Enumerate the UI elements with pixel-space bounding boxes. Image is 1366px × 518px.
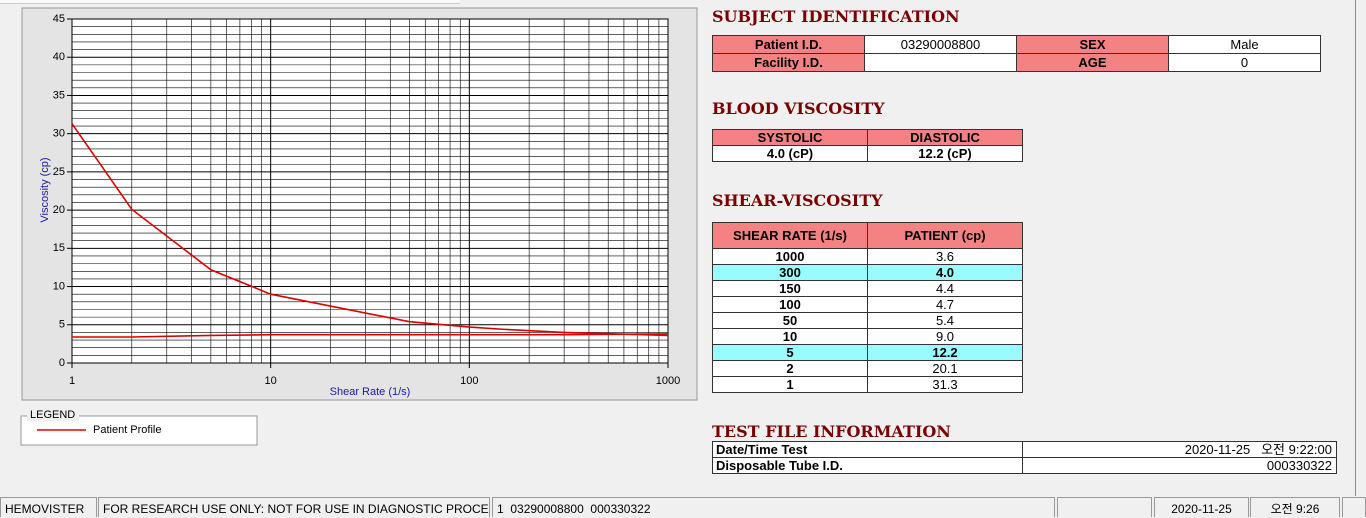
status-panel: HEMOVISTER bbox=[0, 497, 97, 517]
shear-rate: 100 bbox=[712, 296, 868, 313]
header-row: SHEAR RATE (1/s) PATIENT (cp) bbox=[712, 222, 1023, 249]
y-tick-label: 5 bbox=[59, 319, 65, 331]
column-header: SHEAR RATE (1/s) bbox=[712, 222, 868, 249]
legend-label: Patient Profile bbox=[93, 424, 161, 436]
status-panel bbox=[1342, 497, 1366, 517]
viscosity-value: 3.6 bbox=[867, 248, 1023, 265]
field-value: 03290008800 bbox=[864, 35, 1017, 54]
section-title: TEST FILE INFORMATION bbox=[712, 422, 951, 441]
data-line bbox=[71, 123, 669, 337]
plot-area bbox=[72, 19, 668, 363]
window-edge bbox=[1355, 0, 1356, 496]
legend-title: LEGEND bbox=[30, 409, 75, 421]
subject-table: Patient I.D. 03290008800 SEX Male Facility I… bbox=[712, 35, 1321, 72]
y-tick-label: 40 bbox=[53, 51, 65, 63]
section-title: SHEAR-VISCOSITY bbox=[712, 191, 883, 210]
section-title: BLOOD VISCOSITY bbox=[712, 99, 885, 118]
table-row: Disposable Tube I.D. 000330322 bbox=[712, 457, 1337, 474]
y-tick-label: 35 bbox=[53, 89, 65, 101]
test-file-table: Date/Time Test 2020-11-25 오전 9:22:00 Dispo… bbox=[712, 441, 1337, 474]
status-panel: 1 03290008800 000330322 bbox=[492, 497, 1055, 517]
table-row: 300 4.0 bbox=[712, 264, 1023, 281]
y-tick-label: 30 bbox=[53, 128, 65, 140]
shear-rate: 1000 bbox=[712, 248, 868, 265]
table-row: Patient I.D. 03290008800 SEX Male bbox=[712, 35, 1321, 54]
table-row: Facility I.D. AGE 0 bbox=[712, 53, 1321, 72]
column-header: PATIENT (cp) bbox=[867, 222, 1023, 249]
viscosity-value: 9.0 bbox=[867, 328, 1023, 345]
y-tick-label: 20 bbox=[53, 204, 65, 216]
status-panel: FOR RESEARCH USE ONLY: NOT FOR USE IN DI… bbox=[98, 497, 490, 517]
status-panel bbox=[1057, 497, 1152, 517]
x-tick-label: 1000 bbox=[656, 375, 680, 387]
column-header: DIASTOLIC bbox=[867, 129, 1023, 146]
data-line bbox=[72, 333, 669, 338]
status-panel: 오전 9:26 bbox=[1250, 497, 1340, 517]
viscosity-value: 5.4 bbox=[867, 312, 1023, 329]
y-tick-label: 45 bbox=[53, 13, 65, 25]
shear-rate: 10 bbox=[712, 328, 868, 345]
y-tick-label: 10 bbox=[53, 280, 65, 292]
field-label: Date/Time Test bbox=[712, 441, 1023, 458]
field-label: Facility I.D. bbox=[712, 53, 865, 72]
y-tick-label: 0 bbox=[59, 357, 65, 369]
viscosity-value: 4.7 bbox=[867, 296, 1023, 313]
x-tick-label: 10 bbox=[265, 375, 277, 387]
field-value: 2020-11-25 오전 9:22:00 bbox=[1022, 441, 1337, 458]
field-label: AGE bbox=[1016, 53, 1169, 72]
column-header: SYSTOLIC bbox=[712, 129, 868, 146]
value-row: 4.0 (cP) 12.2 (cP) bbox=[712, 145, 1023, 162]
table-row: 1 31.3 bbox=[712, 376, 1023, 393]
shear-rate: 1 bbox=[712, 376, 868, 393]
viscosity-value: 12.2 (cP) bbox=[867, 145, 1023, 162]
shear-rate: 150 bbox=[712, 280, 868, 297]
header-row: SYSTOLIC DIASTOLIC bbox=[712, 129, 1023, 146]
table-row: 150 4.4 bbox=[712, 280, 1023, 297]
field-value: 000330322 bbox=[1022, 457, 1337, 474]
viscosity-value: 4.0 (cP) bbox=[712, 145, 868, 162]
table-row: 100 4.7 bbox=[712, 296, 1023, 313]
table-row: 2 20.1 bbox=[712, 360, 1023, 377]
shear-rate: 50 bbox=[712, 312, 868, 329]
table-row: 10 9.0 bbox=[712, 328, 1023, 345]
shear-rate: 5 bbox=[712, 344, 868, 361]
chart: Shear Rate (1/s) Viscosity (cp) LEGEND 0… bbox=[20, 7, 698, 446]
viscosity-value: 31.3 bbox=[867, 376, 1023, 393]
viscosity-value: 4.0 bbox=[867, 264, 1023, 281]
shear-rate: 2 bbox=[712, 360, 868, 377]
viscosity-value: 20.1 bbox=[867, 360, 1023, 377]
y-axis-label: Viscosity (cp) bbox=[39, 157, 51, 222]
plot-border bbox=[71, 18, 669, 364]
section-title: SUBJECT IDENTIFICATION bbox=[712, 7, 960, 26]
shear-viscosity-table: SHEAR RATE (1/s) PATIENT (cp) 1000 3.6 300 4.… bbox=[712, 222, 1023, 393]
table-row: 50 5.4 bbox=[712, 312, 1023, 329]
field-label: Disposable Tube I.D. bbox=[712, 457, 1023, 474]
x-tick-label: 100 bbox=[460, 375, 478, 387]
blood-viscosity-table: SYSTOLIC DIASTOLIC 4.0 (cP) 12.2 (cP) bbox=[712, 129, 1023, 162]
shear-rate: 300 bbox=[712, 264, 868, 281]
viscosity-value: 4.4 bbox=[867, 280, 1023, 297]
x-axis-label: Shear Rate (1/s) bbox=[330, 386, 411, 398]
table-row: Date/Time Test 2020-11-25 오전 9:22:00 bbox=[712, 441, 1337, 458]
x-tick-label: 1 bbox=[69, 375, 75, 387]
field-label: Patient I.D. bbox=[712, 35, 865, 54]
status-panel: 2020-11-25 bbox=[1154, 497, 1249, 517]
y-tick-label: 15 bbox=[53, 242, 65, 254]
field-label: SEX bbox=[1016, 35, 1169, 54]
table-row: 5 12.2 bbox=[712, 344, 1023, 361]
viscosity-value: 12.2 bbox=[867, 344, 1023, 361]
legend-title-bg bbox=[27, 409, 79, 421]
table-row: 1000 3.6 bbox=[712, 248, 1023, 265]
field-value: Male bbox=[1168, 35, 1321, 54]
top-tab bbox=[0, 0, 460, 4]
y-tick-label: 25 bbox=[53, 166, 65, 178]
field-value bbox=[864, 53, 1017, 72]
field-value: 0 bbox=[1168, 53, 1321, 72]
